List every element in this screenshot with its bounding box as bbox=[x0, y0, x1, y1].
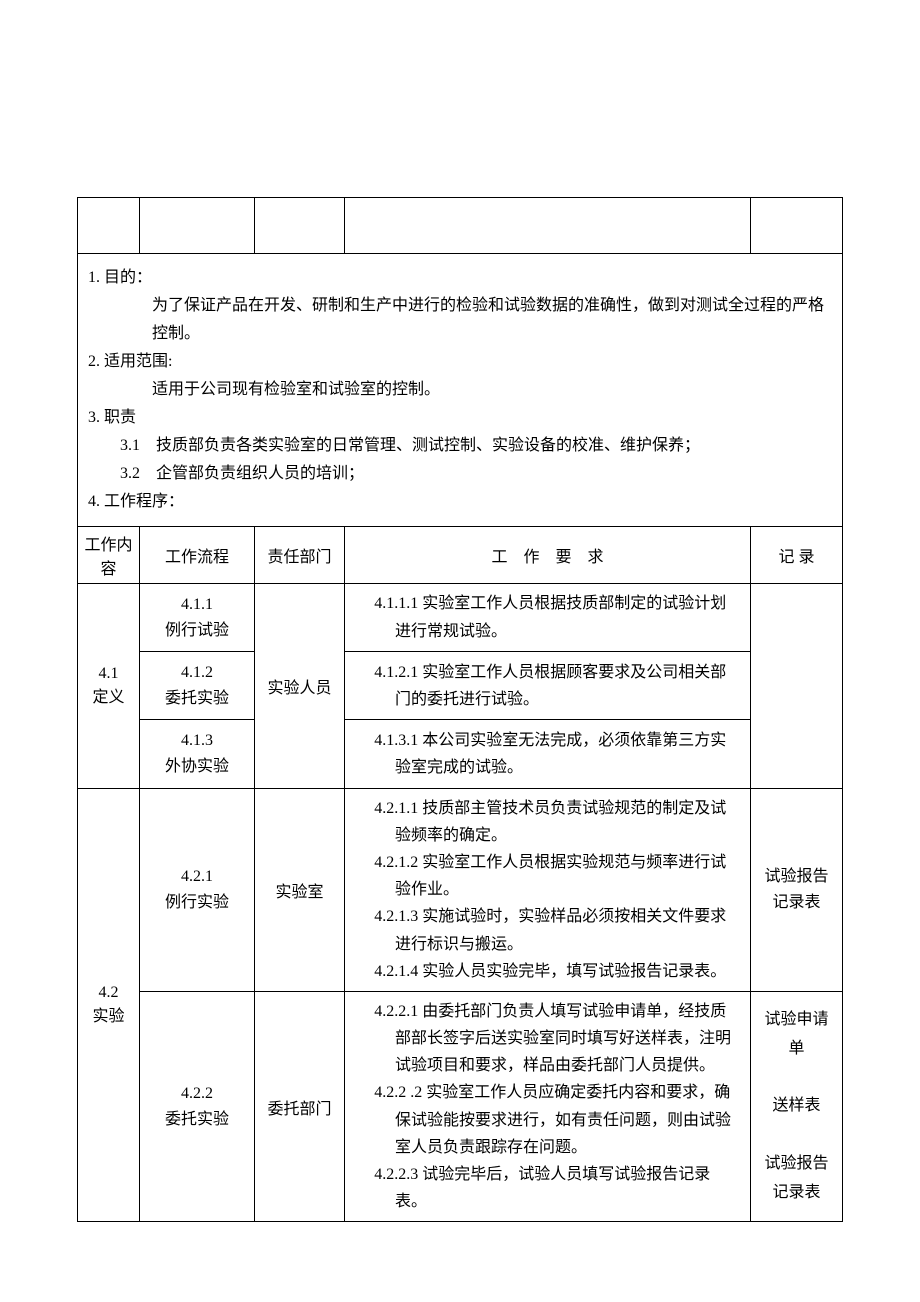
cell-421-req: 4.2.1.1 技质部主管技术员负责试验规范的制定及试验频率的确定。 4.2.1… bbox=[345, 788, 751, 991]
cell-421-rec-l1: 试验报告 bbox=[764, 868, 828, 885]
cell-422-req-2: 4.2.2 .2 实验室工作人员应确定委托内容和要求，确保试验能按要求进行，如有… bbox=[355, 1079, 740, 1161]
cell-413-flow: 4.1.3 外协实验 bbox=[140, 720, 255, 788]
cell-413-req-text: 4.1.3.1 本公司实验室无法完成，必须依靠第三方实验室完成的试验。 bbox=[355, 727, 740, 781]
intro-row: 1. 目的： 为了保证产品在开发、研制和生产中进行的检验和试验数据的准确性，做到… bbox=[78, 254, 843, 527]
row-42-1: 4.2 实验 4.2.1 例行实验 实验室 4.2.1.1 技质部主管技术员负责… bbox=[78, 788, 843, 991]
intro-s3-num: 3. 职责 bbox=[88, 404, 832, 432]
row-41-1: 4.1 定义 4.1.1 例行试验 实验人员 4.1.1.1 实验室工作人员根据… bbox=[78, 584, 843, 652]
cell-422-flow-l2: 委托实验 bbox=[165, 1111, 229, 1128]
cell-412-flow-l1: 4.1.2 bbox=[181, 664, 213, 681]
intro-s3-1: 3.1 技质部负责各类实验室的日常管理、测试控制、实验设备的校准、维护保养； bbox=[88, 432, 832, 460]
cell-422-dept: 委托部门 bbox=[255, 991, 345, 1222]
cell-422-flow: 4.2.2 委托实验 bbox=[140, 991, 255, 1222]
cell-413-flow-l2: 外协实验 bbox=[165, 758, 229, 775]
top-empty-row bbox=[78, 198, 843, 254]
intro-s2-num: 2. 适用范围: bbox=[88, 348, 832, 376]
cell-421-flow-l1: 4.2.1 bbox=[181, 868, 213, 885]
intro-s1-num: 1. 目的： bbox=[88, 264, 832, 292]
cell-41-dept: 实验人员 bbox=[255, 584, 345, 789]
cell-411-req-text: 4.1.1.1 实验室工作人员根据技质部制定的试验计划进行常规试验。 bbox=[355, 590, 740, 644]
top-cell-2 bbox=[140, 198, 255, 254]
cell-422-record: 试验申请单 送样表 试验报告记录表 bbox=[751, 991, 843, 1222]
cell-421-req-2: 4.2.1.2 实验室工作人员根据实验规范与频率进行试验作业。 bbox=[355, 849, 740, 903]
cell-41-record bbox=[751, 584, 843, 789]
row-41-2: 4.1.2 委托实验 4.1.2.1 实验室工作人员根据顾客要求及公司相关部门的… bbox=[78, 652, 843, 720]
cell-411-req: 4.1.1.1 实验室工作人员根据技质部制定的试验计划进行常规试验。 bbox=[345, 584, 751, 652]
cell-421-flow: 4.2.1 例行实验 bbox=[140, 788, 255, 991]
cell-421-flow-l2: 例行实验 bbox=[165, 894, 229, 911]
top-cell-5 bbox=[751, 198, 843, 254]
cell-422-rec-l2: 送样表 bbox=[772, 1097, 820, 1114]
cell-42-content-l2: 实验 bbox=[92, 1008, 124, 1025]
cell-422-rec-l3: 试验报告记录表 bbox=[764, 1155, 828, 1201]
cell-413-req: 4.1.3.1 本公司实验室无法完成，必须依靠第三方实验室完成的试验。 bbox=[345, 720, 751, 788]
top-cell-3 bbox=[255, 198, 345, 254]
cell-411-flow-l1: 4.1.1 bbox=[181, 596, 213, 613]
document-table: 1. 目的： 为了保证产品在开发、研制和生产中进行的检验和试验数据的准确性，做到… bbox=[77, 197, 843, 1222]
cell-421-req-4: 4.2.1.4 实验人员实验完毕，填写试验报告记录表。 bbox=[355, 958, 740, 985]
cell-412-req: 4.1.2.1 实验室工作人员根据顾客要求及公司相关部门的委托进行试验。 bbox=[345, 652, 751, 720]
row-42-2: 4.2.2 委托实验 委托部门 4.2.2.1 由委托部门负责人填写试验申请单，… bbox=[78, 991, 843, 1222]
cell-421-rec-l2: 记录表 bbox=[772, 894, 820, 911]
cell-421-req-3: 4.2.1.3 实施试验时，实验样品必须按相关文件要求进行标识与搬运。 bbox=[355, 903, 740, 957]
header-flow: 工作流程 bbox=[140, 527, 255, 584]
cell-422-flow-l1: 4.2.2 bbox=[181, 1085, 213, 1102]
cell-41-content-l1: 4.1 bbox=[99, 665, 119, 682]
intro-s2-body: 适用于公司现有检验室和试验室的控制。 bbox=[88, 376, 832, 404]
cell-422-rec-l1: 试验申请单 bbox=[764, 1011, 828, 1057]
cell-421-req-1: 4.2.1.1 技质部主管技术员负责试验规范的制定及试验频率的确定。 bbox=[355, 795, 740, 849]
intro-cell: 1. 目的： 为了保证产品在开发、研制和生产中进行的检验和试验数据的准确性，做到… bbox=[78, 254, 843, 527]
header-record: 记 录 bbox=[751, 527, 843, 584]
cell-422-req: 4.2.2.1 由委托部门负责人填写试验申请单，经技质部部长签字后送实验室同时填… bbox=[345, 991, 751, 1222]
top-cell-4 bbox=[345, 198, 751, 254]
row-41-3: 4.1.3 外协实验 4.1.3.1 本公司实验室无法完成，必须依靠第三方实验室… bbox=[78, 720, 843, 788]
cell-422-req-1: 4.2.2.1 由委托部门负责人填写试验申请单，经技质部部长签字后送实验室同时填… bbox=[355, 998, 740, 1080]
cell-421-dept: 实验室 bbox=[255, 788, 345, 991]
cell-412-flow: 4.1.2 委托实验 bbox=[140, 652, 255, 720]
cell-41-content: 4.1 定义 bbox=[78, 584, 140, 789]
cell-413-flow-l1: 4.1.3 bbox=[181, 732, 213, 749]
cell-412-req-text: 4.1.2.1 实验室工作人员根据顾客要求及公司相关部门的委托进行试验。 bbox=[355, 659, 740, 713]
header-dept: 责任部门 bbox=[255, 527, 345, 584]
cell-411-flow: 4.1.1 例行试验 bbox=[140, 584, 255, 652]
cell-412-flow-l2: 委托实验 bbox=[165, 690, 229, 707]
intro-s4-num: 4. 工作程序： bbox=[88, 488, 832, 516]
intro-s1-body: 为了保证产品在开发、研制和生产中进行的检验和试验数据的准确性，做到对测试全过程的… bbox=[88, 292, 832, 348]
top-cell-1 bbox=[78, 198, 140, 254]
header-requirement: 工 作 要 求 bbox=[345, 527, 751, 584]
cell-42-content: 4.2 实验 bbox=[78, 788, 140, 1222]
header-content: 工作内容 bbox=[78, 527, 140, 584]
table-header-row: 工作内容 工作流程 责任部门 工 作 要 求 记 录 bbox=[78, 527, 843, 584]
intro-s3-2: 3.2 企管部负责组织人员的培训； bbox=[88, 460, 832, 488]
cell-422-req-3: 4.2.2.3 试验完毕后，试验人员填写试验报告记录表。 bbox=[355, 1161, 740, 1215]
cell-421-record: 试验报告 记录表 bbox=[751, 788, 843, 991]
cell-42-content-l1: 4.2 bbox=[99, 984, 119, 1001]
cell-41-content-l2: 定义 bbox=[92, 689, 124, 706]
cell-411-flow-l2: 例行试验 bbox=[165, 622, 229, 639]
